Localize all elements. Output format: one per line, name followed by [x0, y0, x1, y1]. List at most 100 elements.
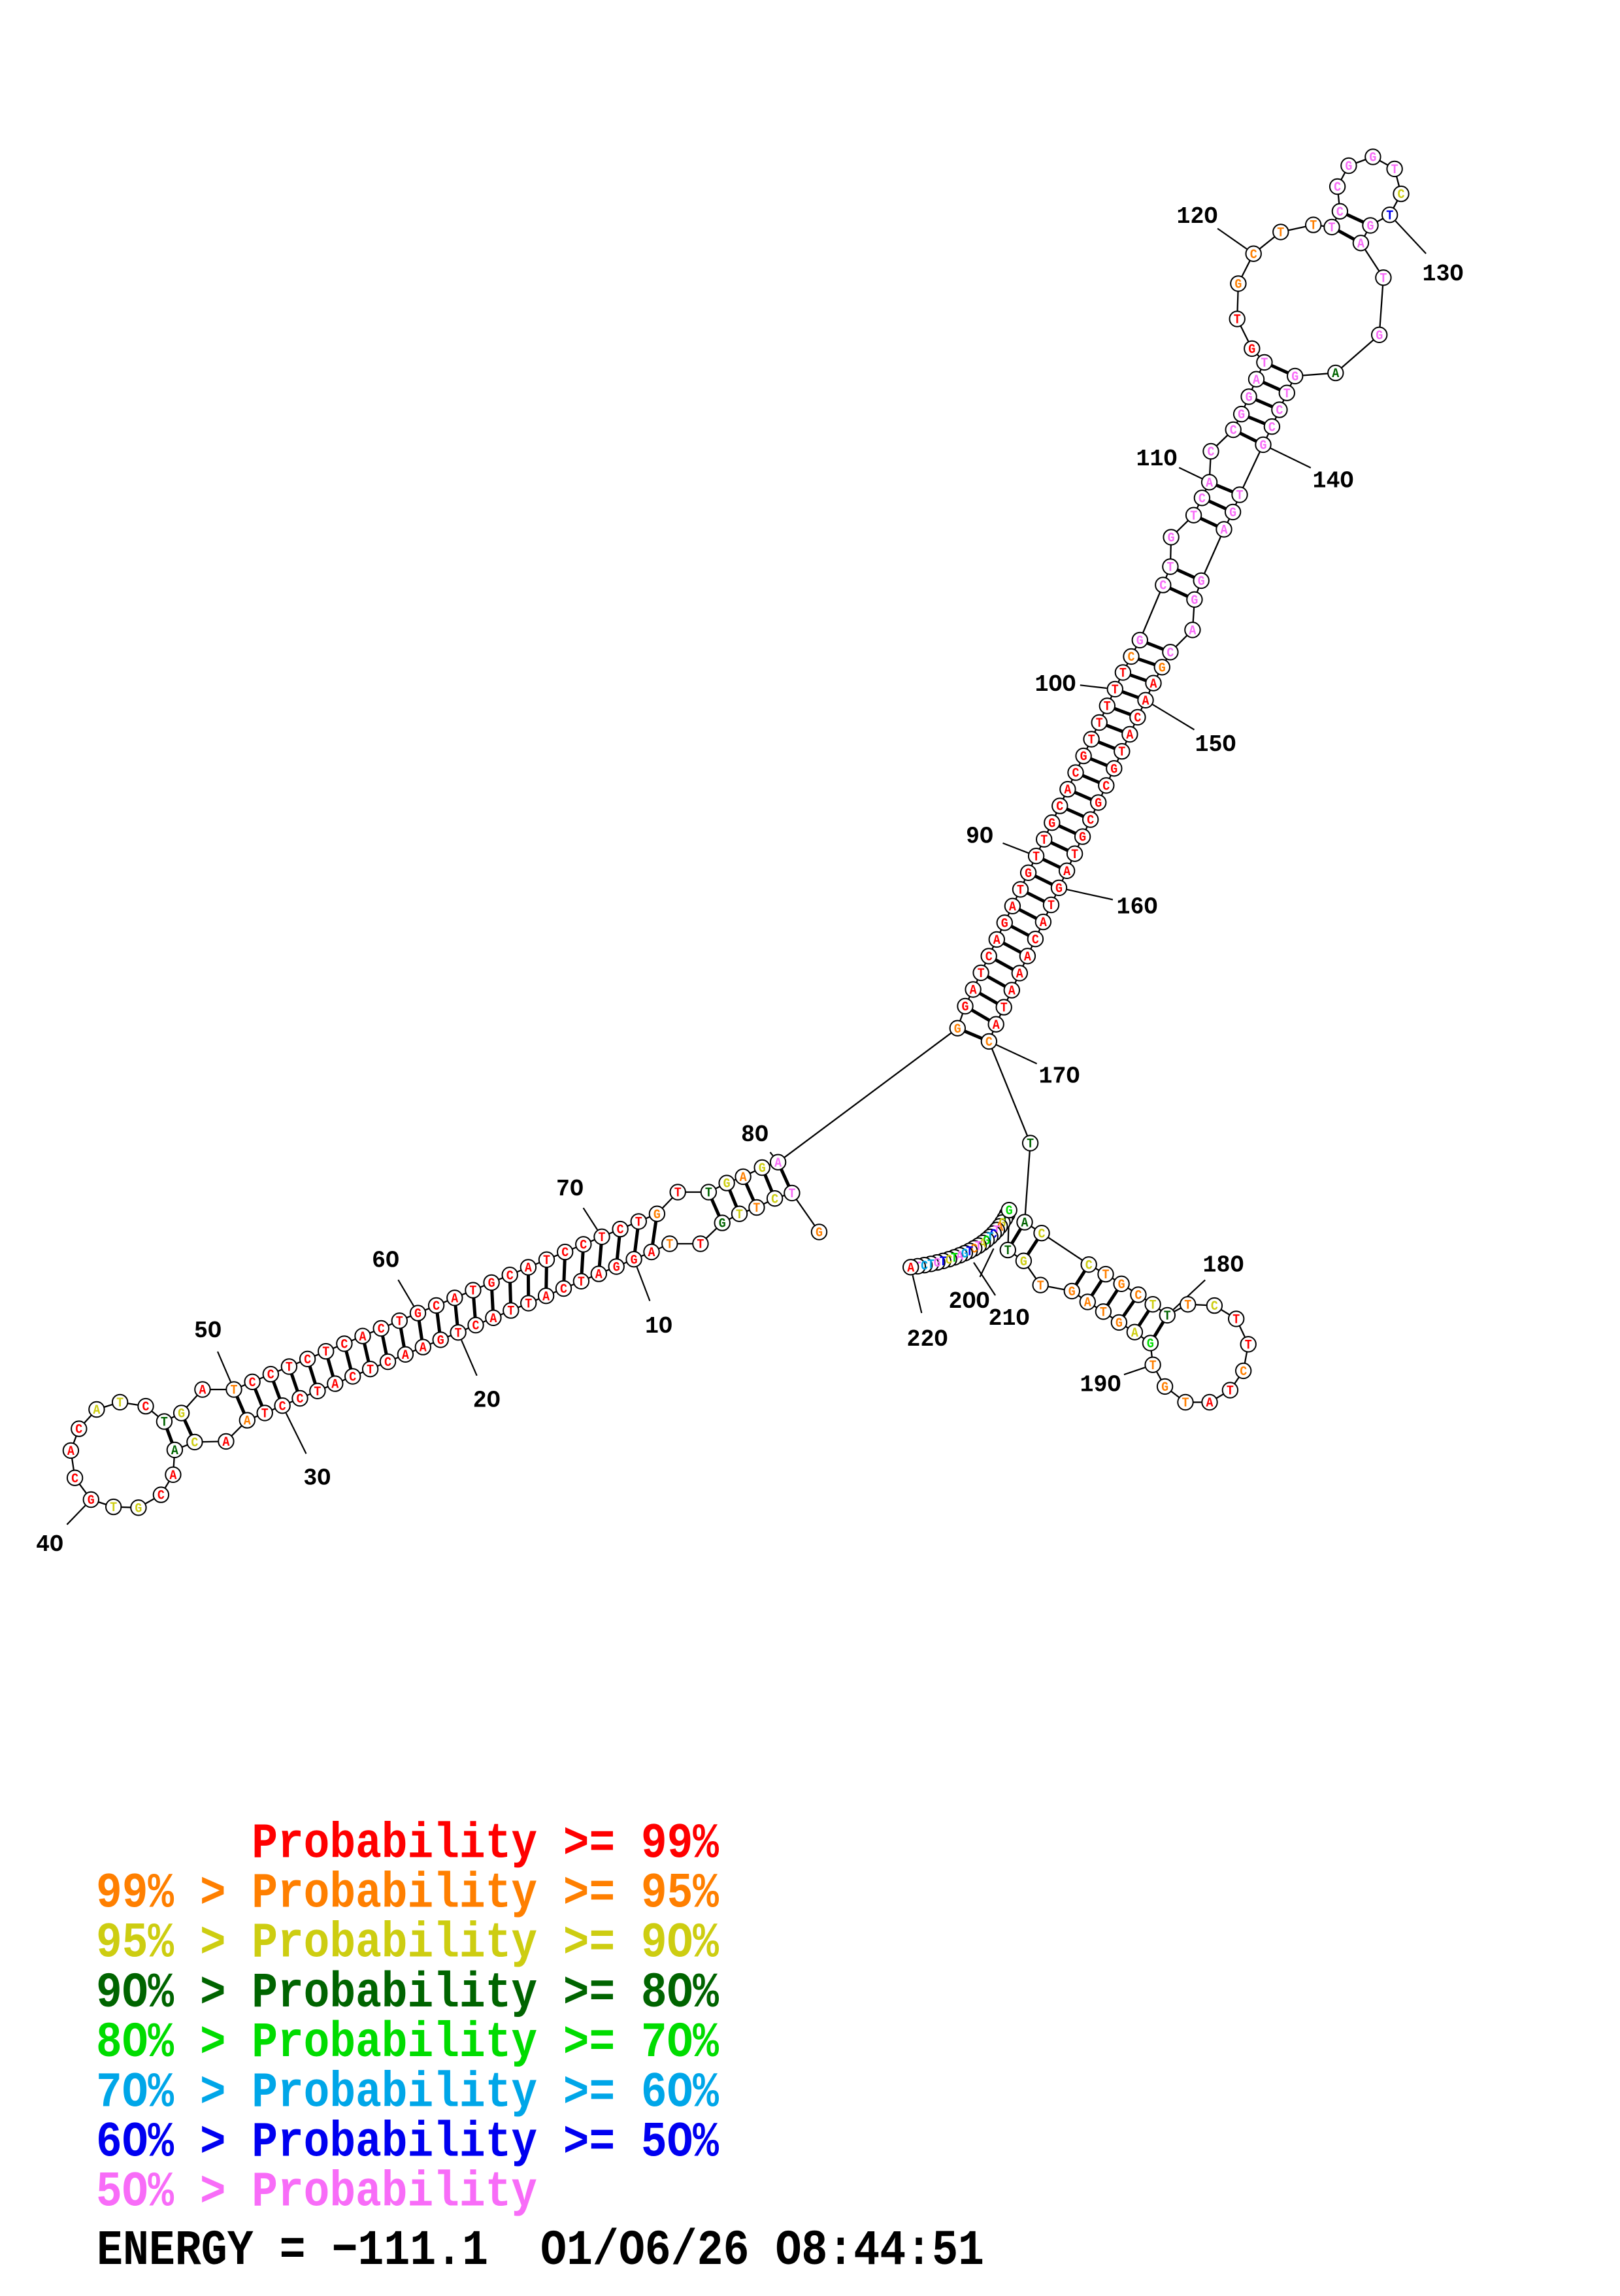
svg-text:2O: 2O — [473, 1388, 501, 1414]
svg-text:T: T — [788, 1187, 795, 1202]
svg-text:T: T — [940, 1255, 947, 1270]
svg-text:A: A — [331, 1378, 339, 1393]
svg-text:T: T — [1119, 667, 1127, 682]
svg-text:T: T — [697, 1238, 704, 1253]
svg-text:T: T — [231, 1384, 238, 1399]
svg-text:C: C — [990, 1227, 997, 1242]
svg-text:A: A — [979, 1237, 986, 1252]
svg-text:C: C — [506, 1269, 514, 1284]
svg-text:A: A — [1064, 783, 1071, 798]
svg-text:A: A — [1009, 900, 1016, 915]
svg-text:C: C — [75, 1423, 82, 1438]
svg-text:C: C — [279, 1399, 286, 1414]
svg-text:C: C — [1268, 420, 1276, 435]
svg-text:A: A — [1206, 1396, 1214, 1411]
svg-text:C: C — [1085, 1258, 1093, 1273]
svg-text:T: T — [1283, 387, 1291, 402]
svg-text:A: A — [1024, 950, 1031, 965]
svg-text:C: C — [946, 1253, 953, 1268]
svg-text:G: G — [178, 1407, 185, 1422]
svg-text:A: A — [489, 1312, 497, 1327]
svg-text:C: C — [1208, 445, 1215, 460]
svg-text:G: G — [1048, 816, 1055, 831]
svg-text:A: A — [171, 1444, 178, 1459]
svg-text:A: A — [993, 1018, 1000, 1033]
svg-text:G: G — [1367, 220, 1374, 235]
svg-text:G: G — [1291, 370, 1298, 385]
svg-text:A: A — [595, 1268, 603, 1283]
svg-text:A: A — [1221, 524, 1228, 539]
svg-text:T: T — [367, 1363, 374, 1378]
svg-text:A: A — [244, 1414, 251, 1429]
svg-text:A: A — [1084, 1296, 1091, 1311]
svg-text:T: T — [1227, 1384, 1234, 1399]
svg-text:C: C — [267, 1368, 274, 1383]
svg-text:99% > Probability >= 95%: 99% > Probability >= 95% — [96, 1866, 719, 1922]
svg-text:C: C — [1211, 1299, 1218, 1314]
svg-text:T: T — [966, 1245, 973, 1260]
svg-text:C: C — [1038, 1227, 1046, 1242]
svg-text:G: G — [961, 1247, 968, 1262]
svg-text:A: A — [1063, 865, 1070, 880]
svg-text:G: G — [1234, 278, 1242, 293]
svg-text:T: T — [1104, 700, 1111, 715]
svg-text:6O: 6O — [372, 1248, 399, 1274]
svg-text:A: A — [1357, 237, 1364, 252]
svg-text:8O: 8O — [741, 1122, 769, 1148]
svg-text:A: A — [1332, 367, 1339, 382]
svg-text:C: C — [561, 1246, 569, 1261]
svg-text:C: C — [249, 1376, 256, 1391]
svg-text:14O: 14O — [1313, 467, 1354, 494]
svg-text:G: G — [653, 1208, 661, 1223]
svg-text:15O: 15O — [1195, 731, 1236, 758]
svg-text:T: T — [1027, 1137, 1034, 1152]
svg-text:95% > Probability >= 9O%: 95% > Probability >= 9O% — [96, 1916, 719, 1972]
svg-text:C: C — [157, 1489, 165, 1504]
svg-text:A: A — [222, 1435, 229, 1450]
svg-text:T: T — [1386, 208, 1393, 224]
svg-text:A: A — [1040, 916, 1047, 931]
svg-text:A: A — [774, 1156, 782, 1171]
svg-text:T: T — [1112, 683, 1119, 698]
svg-text:ENERGY = −111.1 O1/O6/26 O8:4: ENERGY = −111.1 O1/O6/26 O8:44:51 — [97, 2223, 984, 2279]
svg-text:A: A — [1021, 1216, 1029, 1231]
svg-text:7O% > Probability >= 6O%: 7O% > Probability >= 6O% — [96, 2065, 719, 2121]
svg-text:C: C — [985, 950, 993, 965]
svg-text:G: G — [1260, 439, 1267, 454]
svg-text:A: A — [1131, 1326, 1138, 1341]
svg-text:6O% > Probability >= 5O%: 6O% > Probability >= 5O% — [96, 2115, 719, 2171]
svg-text:12O: 12O — [1177, 203, 1218, 230]
svg-text:T: T — [987, 1231, 994, 1246]
svg-text:T: T — [314, 1385, 321, 1400]
svg-text:16O: 16O — [1117, 894, 1158, 921]
svg-text:G: G — [1168, 531, 1175, 546]
svg-text:T: T — [674, 1186, 682, 1201]
svg-text:A: A — [1008, 984, 1016, 999]
svg-text:9O% > Probability >= 8O%: 9O% > Probability >= 8O% — [96, 1965, 719, 2021]
svg-text:C: C — [1134, 711, 1141, 726]
svg-text:T: T — [1001, 1212, 1008, 1227]
svg-text:C: C — [560, 1282, 567, 1297]
svg-text:T: T — [1149, 1298, 1157, 1313]
svg-text:A: A — [907, 1261, 914, 1276]
svg-text:G: G — [1025, 867, 1032, 882]
svg-text:5O% > Probability: 5O% > Probability — [96, 2165, 537, 2221]
svg-text:G: G — [934, 1256, 941, 1271]
svg-text:A: A — [1206, 476, 1213, 491]
svg-text:T: T — [1190, 509, 1197, 524]
svg-text:T: T — [1033, 850, 1040, 865]
svg-text:T: T — [116, 1396, 124, 1411]
svg-text:G: G — [1006, 1204, 1013, 1219]
svg-text:T: T — [1166, 561, 1174, 576]
svg-text:G: G — [1136, 634, 1144, 649]
svg-text:C: C — [142, 1400, 150, 1415]
svg-text:T: T — [951, 1251, 958, 1266]
svg-text:T: T — [705, 1186, 712, 1201]
svg-text:G: G — [1110, 762, 1117, 777]
svg-text:G: G — [759, 1161, 766, 1176]
svg-text:A: A — [67, 1444, 74, 1459]
svg-text:T: T — [1261, 356, 1268, 371]
svg-text:T: T — [1040, 833, 1048, 848]
svg-text:A: A — [1189, 624, 1196, 639]
svg-text:G: G — [88, 1493, 95, 1508]
